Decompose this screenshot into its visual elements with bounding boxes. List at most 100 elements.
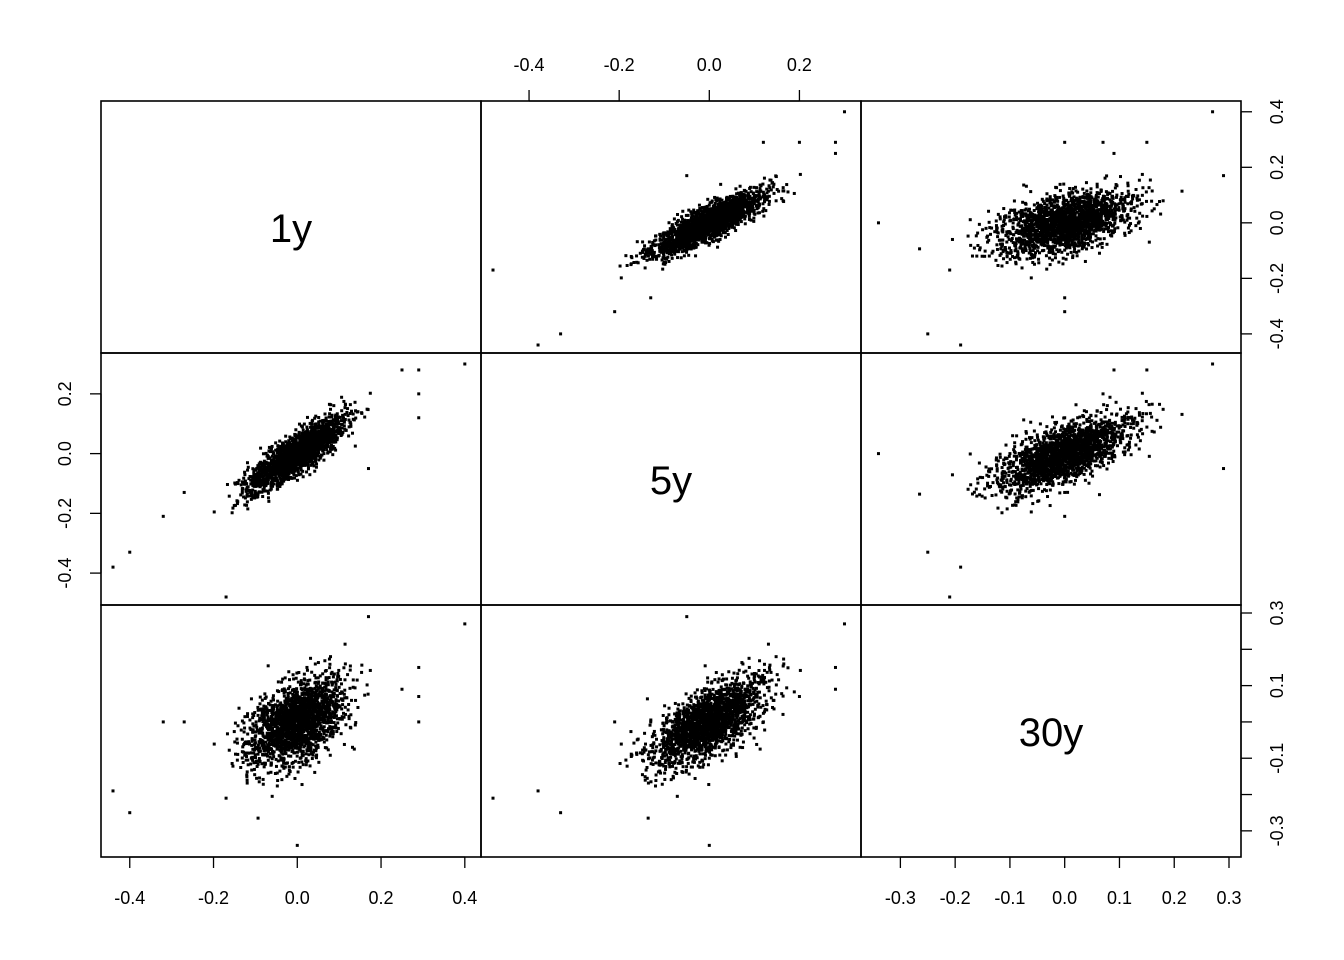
data-point: [1035, 207, 1039, 211]
data-point: [1135, 198, 1139, 202]
data-point: [1065, 219, 1069, 223]
data-point: [1020, 240, 1024, 244]
data-point: [1022, 226, 1026, 230]
data-point: [1075, 210, 1079, 214]
data-point: [248, 494, 252, 498]
data-point: [1003, 246, 1007, 250]
data-point: [690, 230, 694, 234]
data-point: [676, 237, 680, 241]
data-point: [1026, 227, 1030, 231]
data-point: [668, 229, 672, 233]
data-point: [749, 203, 753, 207]
data-point: [652, 253, 656, 257]
data-point: [1051, 230, 1054, 234]
data-point: [664, 231, 668, 235]
data-point: [1126, 189, 1130, 193]
data-point: [742, 209, 746, 213]
data-point: [1080, 220, 1084, 224]
data-point: [1099, 188, 1103, 192]
data-point: [1113, 186, 1117, 190]
data-point: [1107, 209, 1111, 213]
data-point: [255, 495, 259, 499]
data-point: [994, 219, 998, 223]
data-point: [1075, 250, 1079, 254]
data-point: [1117, 206, 1121, 210]
data-point: [314, 465, 318, 469]
data-point: [1094, 214, 1098, 218]
data-point: [233, 482, 237, 486]
data-point: [1046, 225, 1050, 229]
data-point: [1011, 241, 1015, 245]
data-point: [735, 207, 739, 211]
data-point: [663, 262, 667, 266]
data-point: [354, 416, 358, 420]
data-point: [703, 213, 707, 217]
data-point: [1021, 238, 1025, 242]
data-point: [755, 199, 759, 203]
data-point: [710, 210, 714, 214]
data-point: [711, 226, 715, 230]
data-point: [1071, 238, 1075, 242]
data-point: [1069, 209, 1073, 213]
data-point: [732, 226, 736, 230]
data-point: [1071, 215, 1075, 219]
data-point: [1105, 218, 1109, 222]
data-point: [1113, 227, 1117, 231]
data-point: [730, 222, 734, 226]
data-point: [1061, 243, 1065, 247]
data-point: [1073, 205, 1077, 209]
data-point: [1020, 247, 1024, 251]
data-point: [1059, 225, 1063, 229]
data-point: [765, 198, 769, 202]
data-point: [1085, 200, 1089, 204]
data-point: [1094, 234, 1098, 238]
data-point: [1045, 192, 1049, 196]
data-point: [972, 246, 976, 250]
data-point: [1129, 222, 1133, 226]
data-point: [699, 228, 703, 232]
data-point: [1043, 244, 1047, 248]
data-point: [1121, 218, 1125, 222]
data-point: [713, 224, 717, 228]
data-point: [650, 249, 654, 253]
data-point: [720, 201, 724, 205]
data-point: [1098, 201, 1102, 205]
data-point: [697, 203, 701, 207]
data-point: [1038, 220, 1042, 224]
data-point: [1071, 191, 1075, 195]
data-point: [1083, 259, 1087, 263]
data-point: [729, 215, 733, 219]
data-point: [758, 197, 762, 201]
data-point: [743, 196, 747, 200]
data-point: [742, 193, 746, 197]
data-point: [683, 244, 687, 248]
data-point: [1059, 233, 1063, 237]
data-point: [1052, 233, 1056, 237]
data-point: [926, 332, 930, 336]
data-point: [1105, 207, 1109, 211]
data-point: [640, 255, 644, 259]
data-point: [718, 233, 722, 237]
data-point: [333, 419, 337, 423]
data-point: [1024, 213, 1028, 217]
data-point: [719, 206, 723, 209]
data-point: [735, 214, 739, 218]
data-point: [1120, 198, 1124, 202]
data-point: [1110, 208, 1114, 212]
data-point: [991, 249, 995, 253]
data-point: [1126, 216, 1130, 220]
data-point: [1050, 212, 1054, 216]
data-point: [1054, 234, 1058, 238]
data-point: [680, 230, 684, 234]
data-point: [681, 246, 685, 250]
data-point: [1028, 256, 1032, 260]
data-point: [712, 212, 716, 216]
data-point: [1025, 257, 1029, 261]
data-point: [692, 208, 696, 212]
data-point: [1112, 213, 1116, 217]
data-point: [700, 224, 704, 228]
data-point: [765, 191, 769, 195]
data-point: [686, 224, 690, 228]
data-point: [696, 223, 700, 227]
data-point: [1103, 176, 1107, 180]
